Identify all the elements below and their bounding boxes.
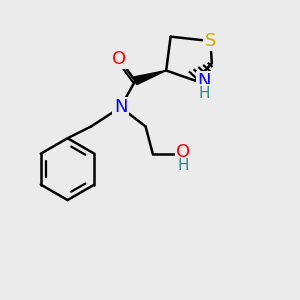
Text: S: S (205, 32, 216, 50)
Text: O: O (176, 143, 190, 161)
Text: O: O (112, 50, 126, 68)
Polygon shape (134, 70, 166, 85)
Text: H: H (178, 158, 189, 173)
Text: H: H (199, 86, 210, 101)
Text: N: N (114, 98, 127, 116)
Text: N: N (198, 72, 211, 90)
